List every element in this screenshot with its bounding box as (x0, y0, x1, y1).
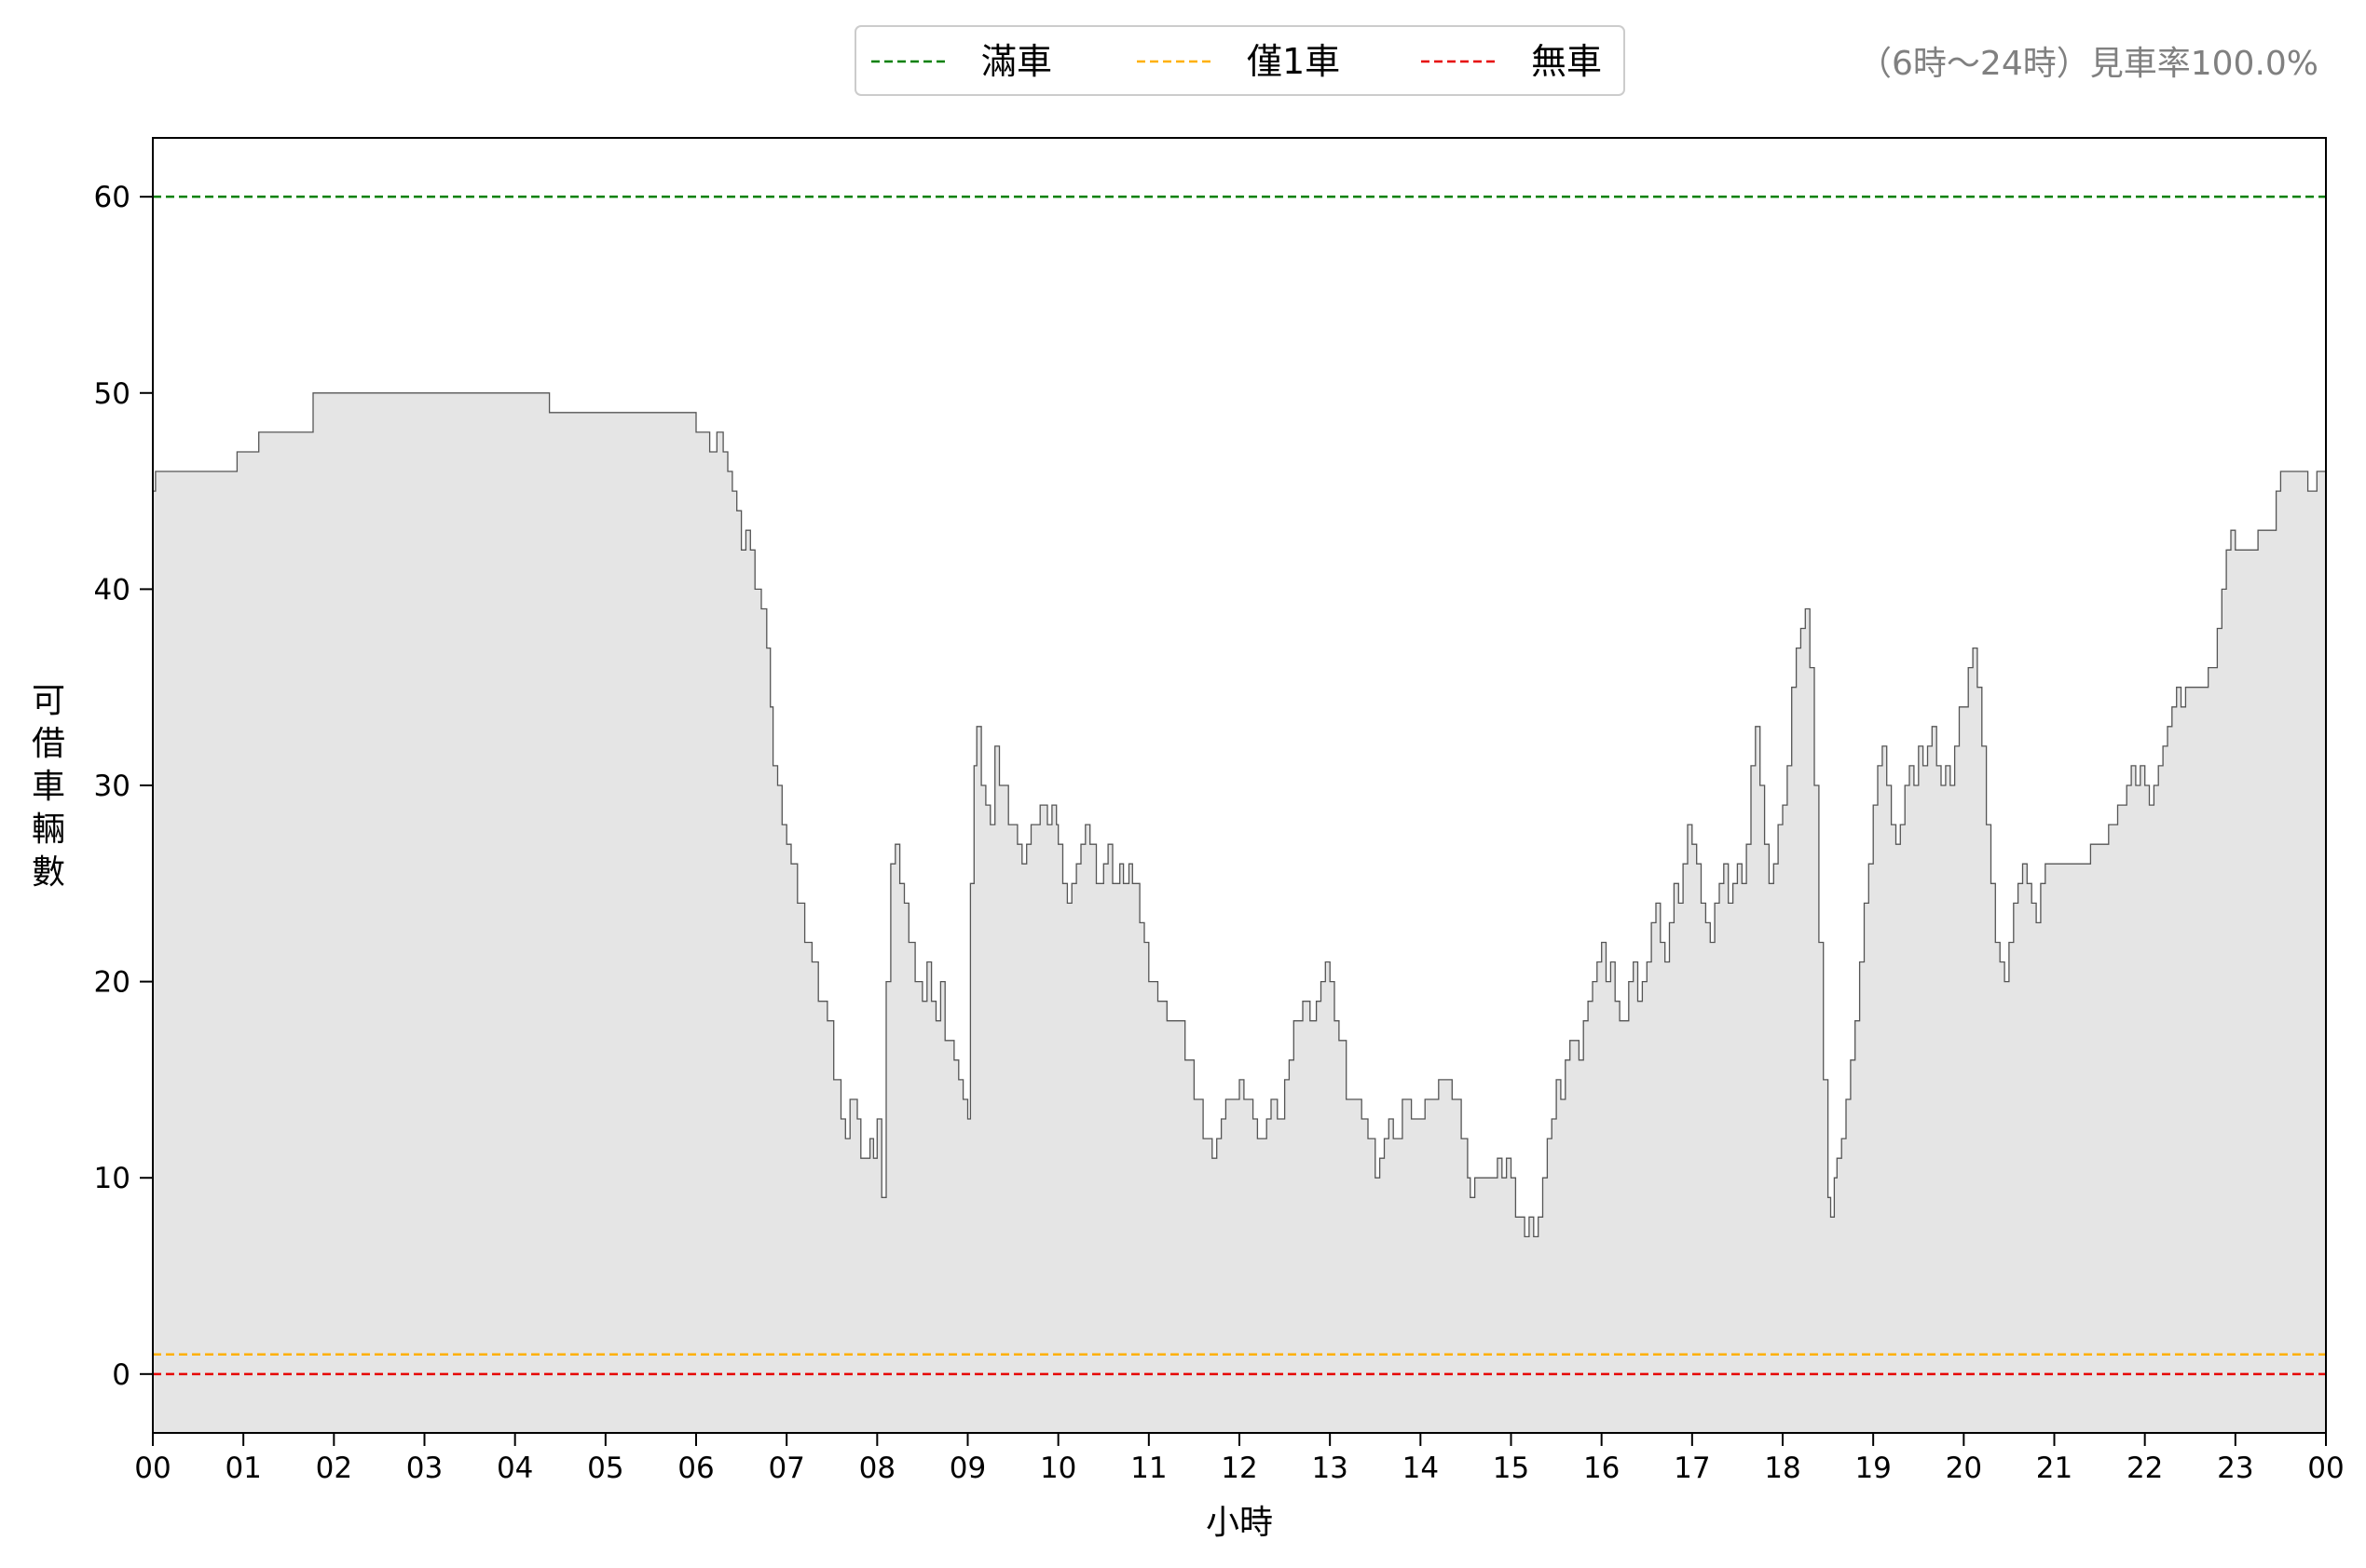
x-tick-label: 00 (2307, 1452, 2344, 1485)
legend-label: 無車 (1531, 41, 1602, 82)
legend-label: 滿車 (981, 41, 1052, 82)
x-tick-label: 00 (134, 1452, 171, 1485)
legend-label: 僅1車 (1247, 41, 1340, 82)
x-tick-label: 07 (768, 1452, 804, 1485)
x-tick-label: 03 (406, 1452, 443, 1485)
legend-box (855, 25, 1625, 96)
legend: 滿車 僅1車 無車 (855, 25, 1625, 96)
y-axis: 0 10 20 30 40 50 60 (94, 181, 153, 1392)
x-tick-label: 22 (2127, 1452, 2163, 1485)
available-bikes-area (153, 392, 2326, 1433)
x-tick-label: 05 (587, 1452, 623, 1485)
x-tick-label: 10 (1040, 1452, 1076, 1485)
y-axis-label-char: 車 (32, 768, 65, 806)
reference-lines (153, 195, 2326, 1376)
available-bikes-line (153, 392, 2326, 1238)
y-tick-label: 20 (94, 966, 130, 1000)
x-tick-label: 21 (2036, 1452, 2072, 1485)
y-tick-label: 10 (94, 1162, 130, 1195)
x-tick-label: 01 (225, 1452, 261, 1485)
x-tick-label: 20 (1946, 1452, 1982, 1485)
x-tick-label: 14 (1402, 1452, 1439, 1485)
x-tick-label: 11 (1130, 1452, 1167, 1485)
y-tick-label: 60 (94, 181, 130, 214)
y-tick-label: 40 (94, 573, 130, 607)
x-tick-label: 18 (1764, 1452, 1800, 1485)
x-tick-label: 02 (316, 1452, 352, 1485)
y-axis-label-char: 可 (32, 682, 65, 720)
x-tick-label: 15 (1493, 1452, 1529, 1485)
x-axis: 00 01 02 03 04 05 06 07 08 09 10 11 12 13 14 15 16 17 18 19… (134, 1433, 2345, 1485)
x-tick-label: 19 (1854, 1452, 1891, 1485)
x-tick-label: 12 (1221, 1452, 1257, 1485)
y-tick-label: 30 (94, 770, 130, 803)
x-tick-label: 23 (2217, 1452, 2253, 1485)
y-axis-label-char: 借 (32, 725, 65, 763)
x-axis-label: 小時 (1206, 1504, 1273, 1542)
y-axis-label-char: 數 (32, 853, 65, 892)
x-tick-label: 06 (677, 1452, 714, 1485)
y-tick-label: 0 (112, 1358, 130, 1392)
plot-area (153, 392, 2326, 1433)
x-tick-label: 16 (1583, 1452, 1620, 1485)
x-tick-label: 08 (859, 1452, 896, 1485)
x-tick-label: 13 (1311, 1452, 1347, 1485)
y-tick-label: 50 (94, 377, 130, 411)
x-tick-label: 17 (1674, 1452, 1710, 1485)
coverage-note: （6時～24時）見車率100.0% (1858, 45, 2318, 83)
x-tick-label: 04 (497, 1452, 533, 1485)
y-axis-label-char: 輛 (32, 811, 65, 849)
x-tick-label: 09 (950, 1452, 986, 1485)
